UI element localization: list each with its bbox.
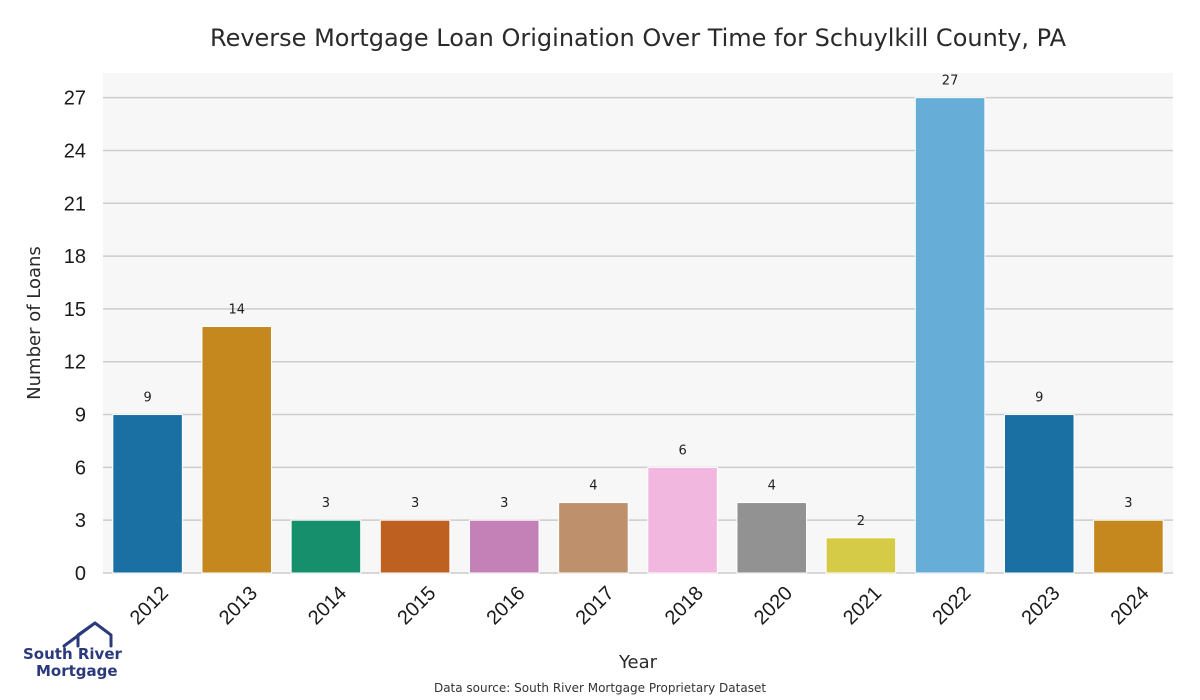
x-axis-label: Year xyxy=(618,652,658,673)
x-tick-label-2021: 2021 xyxy=(839,582,886,629)
x-tick-label-2024: 2024 xyxy=(1107,582,1154,629)
bar-2014 xyxy=(290,519,362,574)
data-label-2023: 9 xyxy=(1035,391,1043,406)
y-tick-label: 12 xyxy=(64,352,86,374)
data-label-2022: 27 xyxy=(942,74,959,89)
bar-2022 xyxy=(914,97,986,574)
x-tick-label-2020: 2020 xyxy=(750,582,797,629)
data-label-2021: 2 xyxy=(857,514,865,529)
bar-2024 xyxy=(1093,519,1164,574)
y-tick-label: 27 xyxy=(64,88,86,110)
y-tick-label: 0 xyxy=(75,563,86,585)
bar-2016 xyxy=(468,519,540,574)
logo-line-1: South River xyxy=(23,645,123,663)
x-tick-label-2014: 2014 xyxy=(304,582,351,629)
x-tick-label-2015: 2015 xyxy=(393,582,440,629)
data-label-2018: 6 xyxy=(678,443,686,458)
bar-2015 xyxy=(379,519,451,574)
data-label-2017: 4 xyxy=(589,479,597,494)
x-tick-label-2018: 2018 xyxy=(661,582,708,629)
data-label-2013: 14 xyxy=(228,303,245,318)
y-tick-label: 15 xyxy=(64,299,86,321)
x-tick-label-2013: 2013 xyxy=(215,582,262,629)
bar-2018 xyxy=(647,466,718,574)
bar-2020 xyxy=(736,502,808,574)
y-tick-label: 24 xyxy=(64,140,86,162)
bar-2013 xyxy=(201,326,273,574)
data-label-2012: 9 xyxy=(143,391,151,406)
data-label-2016: 3 xyxy=(500,496,508,511)
source-note: Data source: South River Mortgage Propri… xyxy=(434,681,766,695)
y-axis-label: Number of Loans xyxy=(24,246,45,400)
y-tick-label: 3 xyxy=(75,510,86,532)
grid-lines xyxy=(103,96,1173,574)
bar-2012 xyxy=(112,414,183,574)
logo-line-2: Mortgage xyxy=(36,662,118,680)
x-tick-label-2012: 2012 xyxy=(126,582,173,629)
data-label-2020: 4 xyxy=(768,479,776,494)
data-label-2024: 3 xyxy=(1124,496,1132,511)
x-axis-ticks: 2012 2013 2014 2015 2016 2017 2018 2020 2021 2022… xyxy=(126,582,1154,629)
y-tick-label: 21 xyxy=(64,193,86,215)
x-tick-label-2017: 2017 xyxy=(572,582,619,629)
plot-area xyxy=(103,73,1173,573)
y-tick-label: 9 xyxy=(75,405,86,427)
y-tick-label: 18 xyxy=(64,246,86,268)
x-tick-label-2023: 2023 xyxy=(1017,582,1064,629)
data-label-2014: 3 xyxy=(322,496,330,511)
y-axis-ticks: 0 3 6 9 12 15 18 21 24 27 xyxy=(64,88,86,585)
bar-2017 xyxy=(558,502,629,574)
x-tick-label-2022: 2022 xyxy=(928,582,975,629)
logo: South River Mortgage xyxy=(23,621,123,680)
chart-title: Reverse Mortgage Loan Origination Over T… xyxy=(210,24,1067,52)
bar-2021 xyxy=(825,537,897,574)
data-label-2015: 3 xyxy=(411,496,419,511)
house-icon xyxy=(62,621,113,648)
data-labels: 9 14 3 3 3 4 6 4 2 27 9 3 xyxy=(143,74,1132,529)
bar-2023 xyxy=(1003,414,1075,574)
bars xyxy=(112,97,1164,574)
x-tick-label-2016: 2016 xyxy=(482,582,529,629)
y-tick-label: 6 xyxy=(75,457,86,479)
